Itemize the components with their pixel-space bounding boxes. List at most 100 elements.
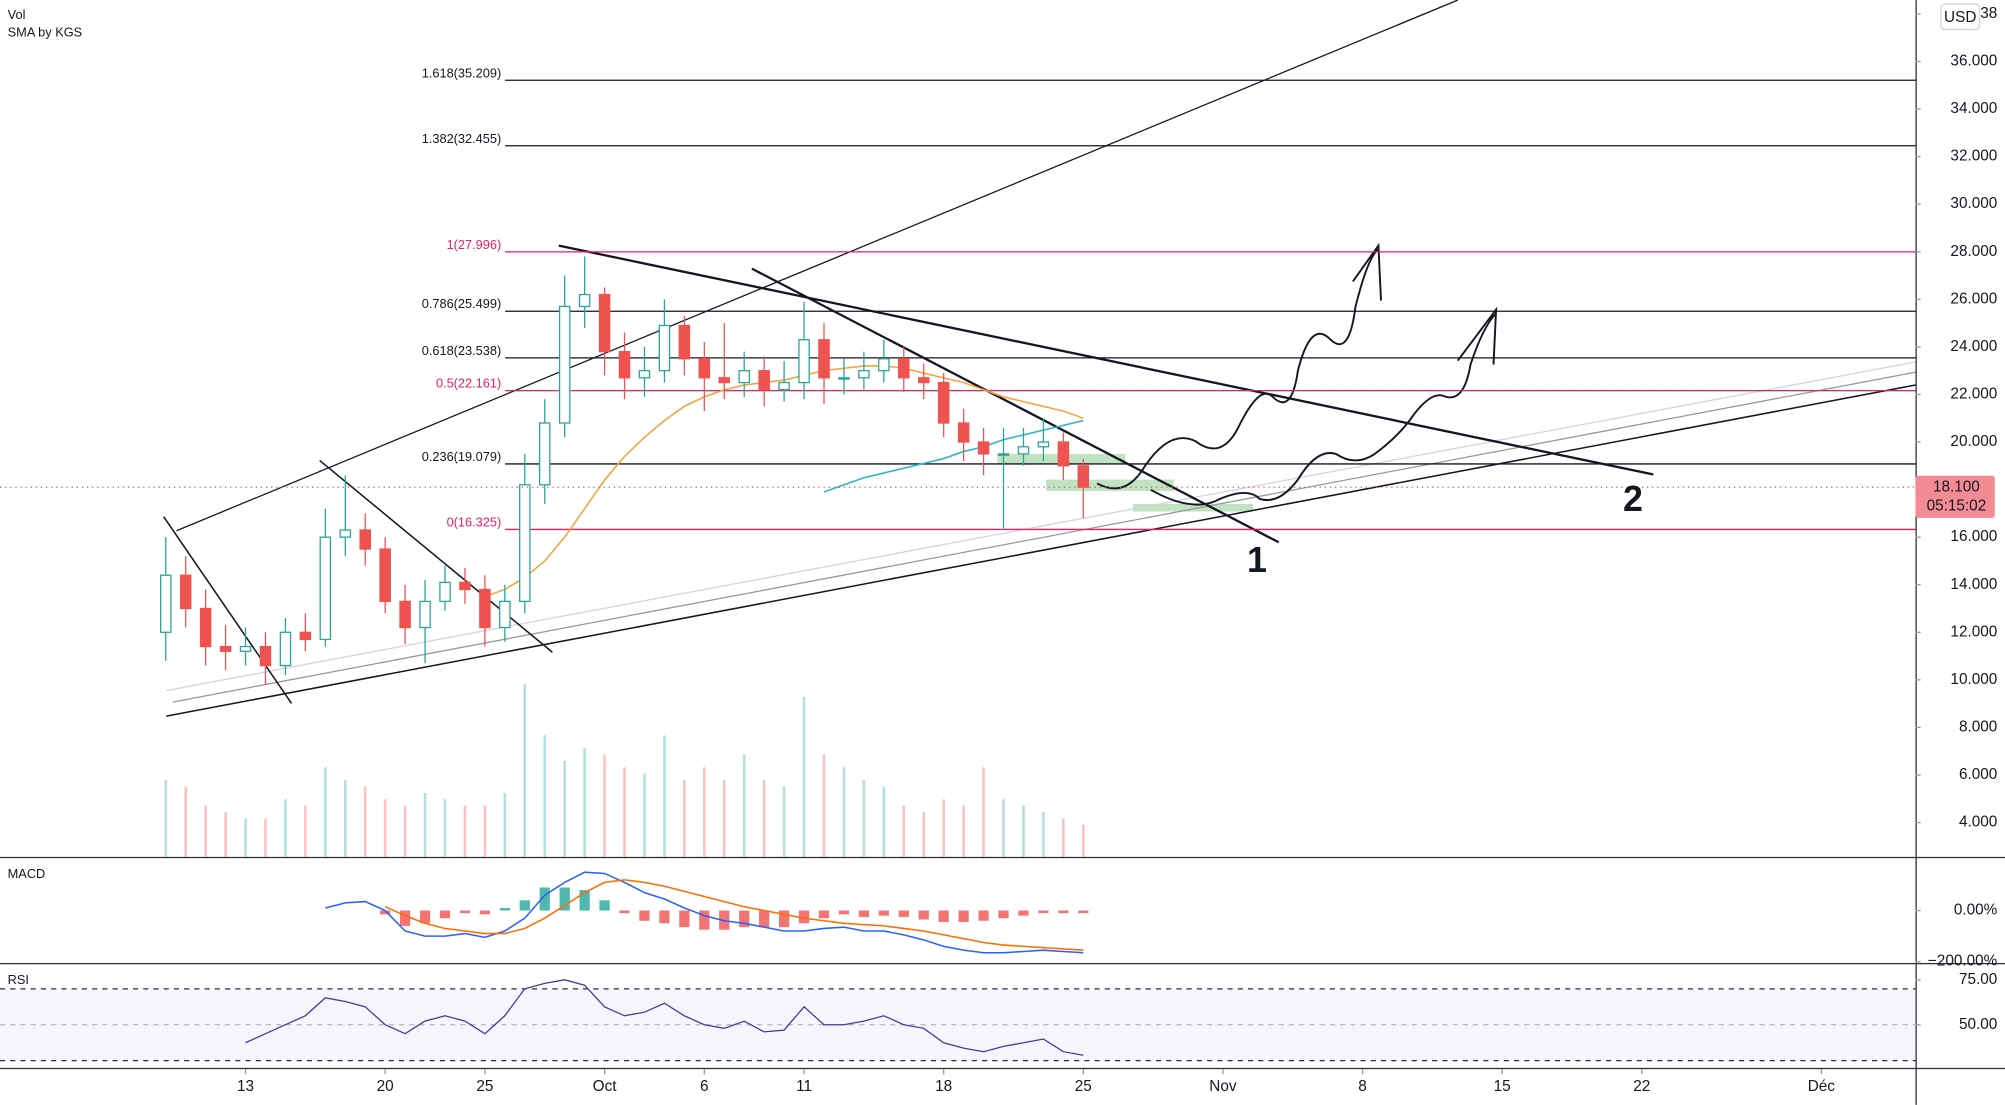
volume-bar	[383, 799, 387, 857]
volume-bar	[443, 799, 447, 857]
volume-bar	[563, 760, 566, 857]
candle-body	[718, 377, 731, 384]
fib-label: 1(27.996)	[447, 237, 502, 252]
indicator-line	[823, 419, 1084, 493]
x-tick-label: Oct	[593, 1078, 618, 1095]
volume-bar	[403, 805, 407, 857]
candle-body	[479, 588, 491, 629]
last-price-label: 18.100	[1933, 478, 1980, 495]
candle-body	[239, 645, 252, 652]
candle-body	[917, 377, 930, 384]
histogram-bar	[659, 910, 670, 924]
candle-body	[977, 441, 990, 455]
volume-bar	[1062, 818, 1065, 857]
indicator-line	[245, 979, 1084, 1056]
volume-bar	[722, 780, 726, 857]
x-tick-label: 6	[700, 1078, 709, 1095]
volume-bar	[922, 812, 926, 857]
candle	[1037, 418, 1050, 462]
candle	[219, 625, 232, 671]
candle	[319, 508, 332, 647]
trend-line	[166, 361, 1916, 692]
candle-body	[838, 377, 850, 380]
candle-body	[359, 529, 371, 550]
volume-bar	[1042, 812, 1045, 857]
volume-bar	[1082, 824, 1085, 857]
candle	[718, 323, 731, 400]
candle-body	[678, 324, 691, 360]
candle-body	[778, 381, 790, 391]
y-tick-label: 50.00	[1959, 1016, 1997, 1033]
candle	[239, 627, 252, 666]
histogram-bar	[798, 910, 810, 924]
candle-body	[818, 339, 830, 379]
y-tick-label: 32.000	[1950, 148, 1997, 165]
histogram-bar	[918, 910, 929, 920]
volume-bar	[164, 780, 168, 857]
trend-line	[176, 0, 1458, 532]
volume-bar	[683, 780, 686, 857]
candle-body	[379, 548, 391, 603]
volume-bar	[862, 780, 866, 857]
pane-title: RSI	[8, 972, 29, 987]
trend-line	[751, 267, 1280, 544]
candle-body	[598, 293, 611, 353]
histogram-bar	[1018, 910, 1029, 916]
zone	[1045, 479, 1174, 492]
y-tick-label: 6.000	[1959, 766, 1997, 783]
projection-arrow	[1096, 242, 1382, 490]
candle	[658, 299, 671, 383]
candle-body	[160, 574, 172, 633]
annotation: 1	[1247, 540, 1267, 580]
y-tick-label: −200.00%	[1928, 953, 1998, 970]
histogram-bar	[1058, 910, 1069, 914]
candle-body	[937, 381, 950, 424]
histogram-bar	[380, 910, 391, 915]
candle-body	[658, 324, 671, 372]
pane-title: MACD	[8, 866, 46, 881]
fib-label: 0.618(23.538)	[422, 343, 502, 358]
histogram-bar	[499, 907, 510, 911]
candle	[638, 346, 651, 397]
y-tick-label: 4.000	[1959, 814, 1997, 831]
candle	[339, 475, 352, 557]
legend-label: Vol	[8, 7, 26, 22]
candle	[858, 351, 870, 390]
volume-bar	[623, 767, 626, 857]
currency-box[interactable]	[1940, 3, 1981, 31]
trend-line	[163, 516, 293, 704]
candle	[359, 513, 371, 566]
histogram-bar	[818, 910, 830, 919]
candle-body	[997, 453, 1010, 456]
indicator-line	[325, 871, 1084, 954]
volume-bar	[304, 805, 307, 857]
candle-body	[898, 358, 910, 379]
candle	[878, 339, 890, 383]
x-tick-label: 25	[476, 1078, 493, 1095]
x-tick-label: 8	[1358, 1078, 1367, 1095]
histogram-bar	[679, 910, 690, 928]
legend-label: SMA by KGS	[8, 25, 83, 40]
candle	[578, 256, 591, 328]
candle	[917, 363, 930, 400]
volume-bar	[264, 818, 267, 857]
histogram-bar	[1078, 910, 1089, 914]
histogram-bar	[559, 887, 570, 911]
candle	[957, 408, 970, 462]
histogram-bar	[938, 910, 949, 923]
currency[interactable]: USD	[1944, 9, 1976, 26]
histogram-bar	[978, 910, 989, 921]
candle-body	[519, 484, 531, 603]
candle-body	[858, 370, 870, 379]
candle-body	[419, 600, 431, 629]
last-price-tag	[1915, 475, 1995, 518]
candle	[538, 399, 551, 504]
fib-label: 1.618(35.209)	[422, 65, 502, 80]
fib-label: 0.236(19.079)	[422, 449, 502, 464]
y-tick-label: 16.000	[1950, 528, 1997, 545]
y-tick-label: 24.000	[1950, 338, 1997, 355]
histogram-bar	[858, 910, 870, 917]
x-tick-label: 20	[377, 1078, 394, 1095]
histogram-bar	[699, 910, 710, 930]
